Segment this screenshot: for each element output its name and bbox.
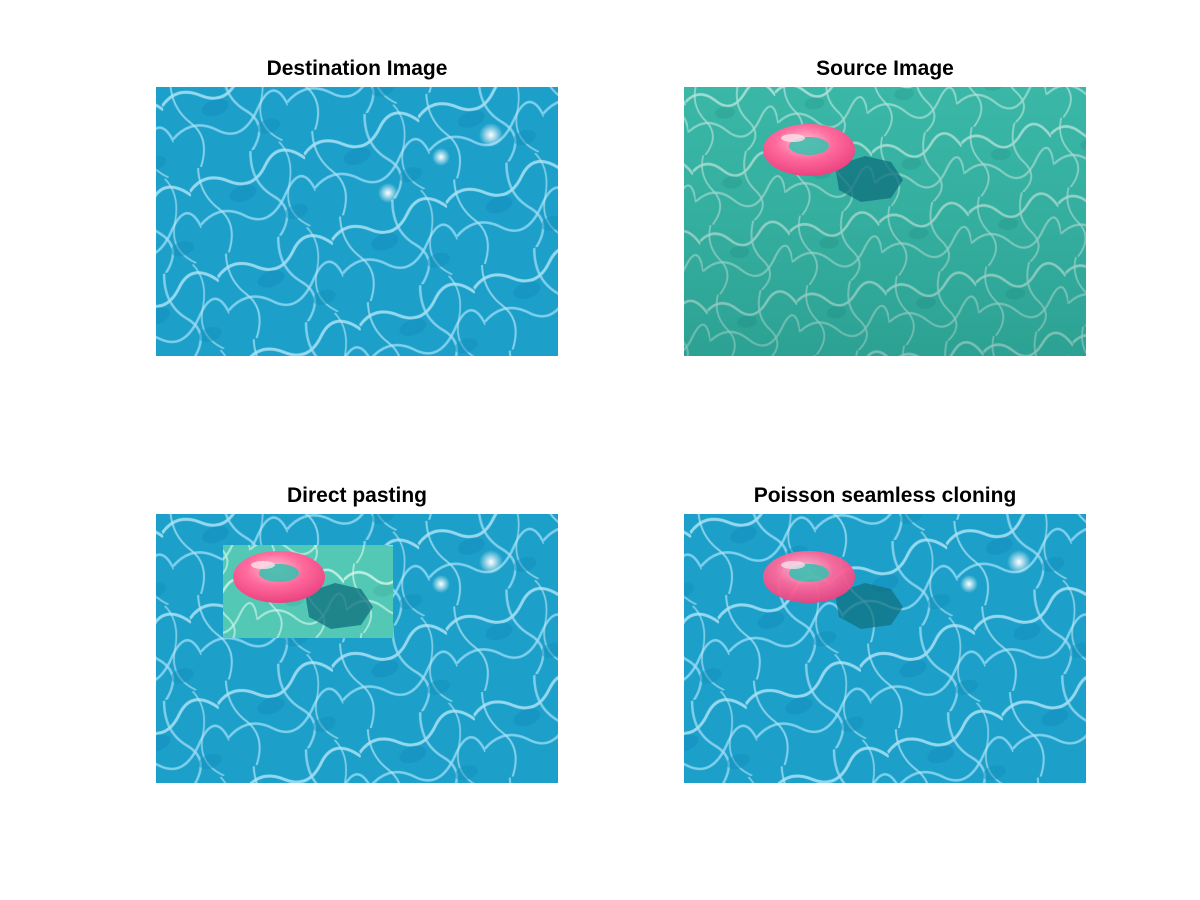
pool-water-image	[156, 87, 558, 356]
direct-pasting-title: Direct pasting	[286, 484, 428, 507]
poisson-seamless-cloning-title: Poisson seamless cloning	[753, 484, 1017, 507]
source-image-title: Source Image	[816, 57, 954, 80]
poisson-blend-composite-image	[684, 514, 1086, 783]
direct-paste-composite-image	[156, 514, 558, 783]
destination-image-title: Destination Image	[266, 57, 448, 80]
pool-water-with-pink-float-image	[684, 87, 1086, 356]
